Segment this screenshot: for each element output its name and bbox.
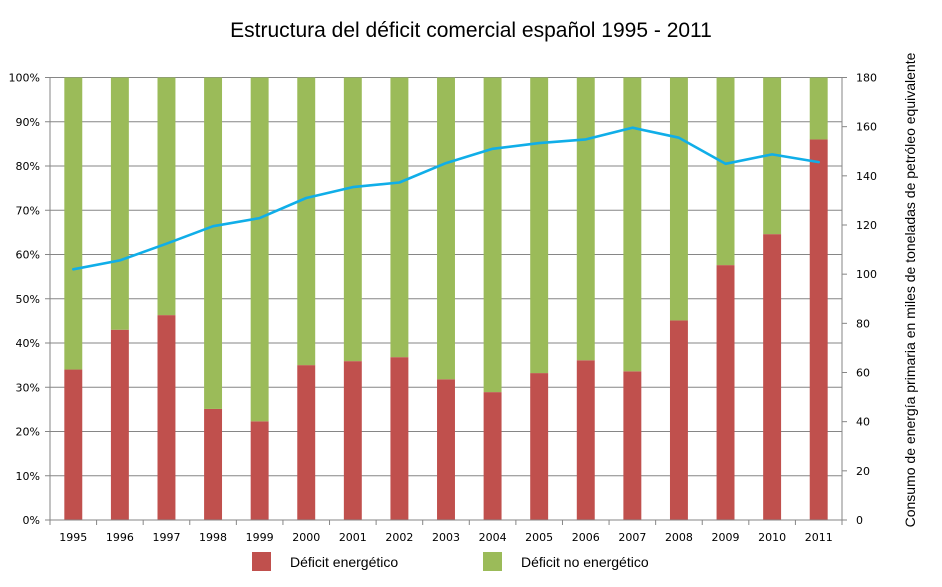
bar-deficit-no-energetico [343, 77, 362, 362]
bar-deficit-energetico [64, 369, 83, 520]
y-right-tick-label: 80 [856, 317, 870, 330]
x-tick-label: 2004 [479, 531, 507, 544]
x-tick-label: 2011 [805, 531, 833, 544]
x-tick-label: 2000 [292, 531, 320, 544]
bar-deficit-no-energetico [437, 77, 455, 380]
axes [45, 77, 847, 525]
bar-deficit-energetico [157, 315, 176, 520]
y-tick-label: 10% [16, 470, 40, 483]
bar-deficit-energetico [623, 371, 642, 520]
x-tick-label: 2007 [618, 531, 646, 544]
y-tick-label: 50% [16, 293, 40, 306]
y-right-tick-label: 100 [856, 268, 877, 281]
legend-label-no-energetico: Déficit no energético [521, 554, 649, 570]
bars [64, 77, 828, 520]
bar-deficit-no-energetico [623, 77, 642, 372]
bar-deficit-energetico [204, 408, 223, 520]
legend-swatch-no-energetico [483, 552, 502, 571]
x-tick-label: 2010 [758, 531, 786, 544]
bar-deficit-no-energetico [530, 77, 549, 374]
y-tick-label: 60% [16, 249, 40, 262]
x-tick-label: 1997 [152, 531, 180, 544]
bar-deficit-energetico [343, 361, 362, 520]
legend-label-energetico: Déficit energético [290, 554, 398, 570]
x-axis-ticks: 1995 1996 1997 1998 1999 2000 2001 2002 2003 2004… [59, 531, 832, 544]
bar-deficit-energetico [530, 373, 549, 520]
y-right-tick-label: 40 [856, 416, 870, 429]
y-right-tick-label: 120 [856, 219, 877, 232]
y-tick-label: 80% [16, 160, 40, 173]
y-axis-right-ticks: 0 20 40 60 80 100 120 140 160 180 [856, 72, 877, 528]
bar-deficit-energetico [297, 365, 316, 520]
bar-deficit-no-energetico [157, 77, 176, 316]
y-tick-label: 30% [16, 381, 40, 394]
y-axis-left-ticks: 0% 10% 20% 30% 40% 50% 60% 70% 80% 90% 100% [9, 72, 40, 528]
y-right-tick-label: 20 [856, 465, 870, 478]
y-tick-label: 90% [16, 116, 40, 129]
bar-deficit-no-energetico [110, 77, 129, 330]
x-tick-label: 2009 [712, 531, 740, 544]
bar-deficit-no-energetico [64, 77, 83, 370]
x-tick-label: 2003 [432, 531, 460, 544]
bar-deficit-no-energetico [204, 77, 223, 409]
bar-deficit-no-energetico [669, 77, 688, 321]
line-consumo-energia [72, 126, 821, 271]
bar-deficit-no-energetico [390, 77, 409, 358]
y-right-tick-label: 180 [856, 72, 877, 85]
bar-deficit-no-energetico [250, 77, 269, 422]
legend-swatch-energetico [252, 552, 271, 571]
y-tick-label: 40% [16, 337, 40, 350]
x-tick-label: 1995 [59, 531, 87, 544]
chart-title: Estructura del déficit comercial español… [230, 19, 712, 42]
bar-deficit-no-energetico [297, 77, 316, 366]
y-right-tick-label: 160 [856, 121, 877, 134]
bar-deficit-energetico [250, 421, 269, 520]
x-tick-label: 2001 [339, 531, 367, 544]
bar-deficit-no-energetico [763, 77, 782, 235]
y-axis-right-label: Consumo de energía primaria en miles de … [902, 52, 918, 527]
bar-deficit-energetico [576, 360, 595, 520]
bar-deficit-energetico [390, 357, 409, 520]
y-tick-label: 0% [23, 514, 40, 527]
x-tick-label: 2002 [385, 531, 413, 544]
bar-deficit-energetico [437, 379, 455, 520]
x-tick-label: 2006 [572, 531, 600, 544]
bar-deficit-no-energetico [483, 77, 502, 393]
bar-deficit-energetico [669, 320, 688, 520]
bar-deficit-energetico [483, 392, 502, 520]
line-series [72, 126, 821, 271]
y-right-tick-label: 140 [856, 170, 877, 183]
x-tick-label: 2008 [665, 531, 693, 544]
bar-deficit-no-energetico [809, 77, 828, 140]
bar-deficit-energetico [763, 234, 782, 520]
y-tick-label: 100% [9, 72, 40, 85]
x-tick-label: 1999 [246, 531, 274, 544]
bar-deficit-no-energetico [716, 77, 735, 266]
y-tick-label: 20% [16, 426, 40, 439]
bar-deficit-energetico [110, 329, 129, 520]
y-right-tick-label: 0 [856, 514, 863, 527]
bar-deficit-energetico [809, 139, 828, 520]
x-tick-label: 1996 [106, 531, 134, 544]
bar-deficit-energetico [716, 265, 735, 520]
x-tick-label: 2005 [525, 531, 553, 544]
x-tick-label: 1998 [199, 531, 227, 544]
bar-deficit-no-energetico [576, 77, 595, 361]
y-tick-label: 70% [16, 204, 40, 217]
legend: Déficit energético Déficit no energético [252, 552, 649, 571]
y-right-tick-label: 60 [856, 367, 870, 380]
